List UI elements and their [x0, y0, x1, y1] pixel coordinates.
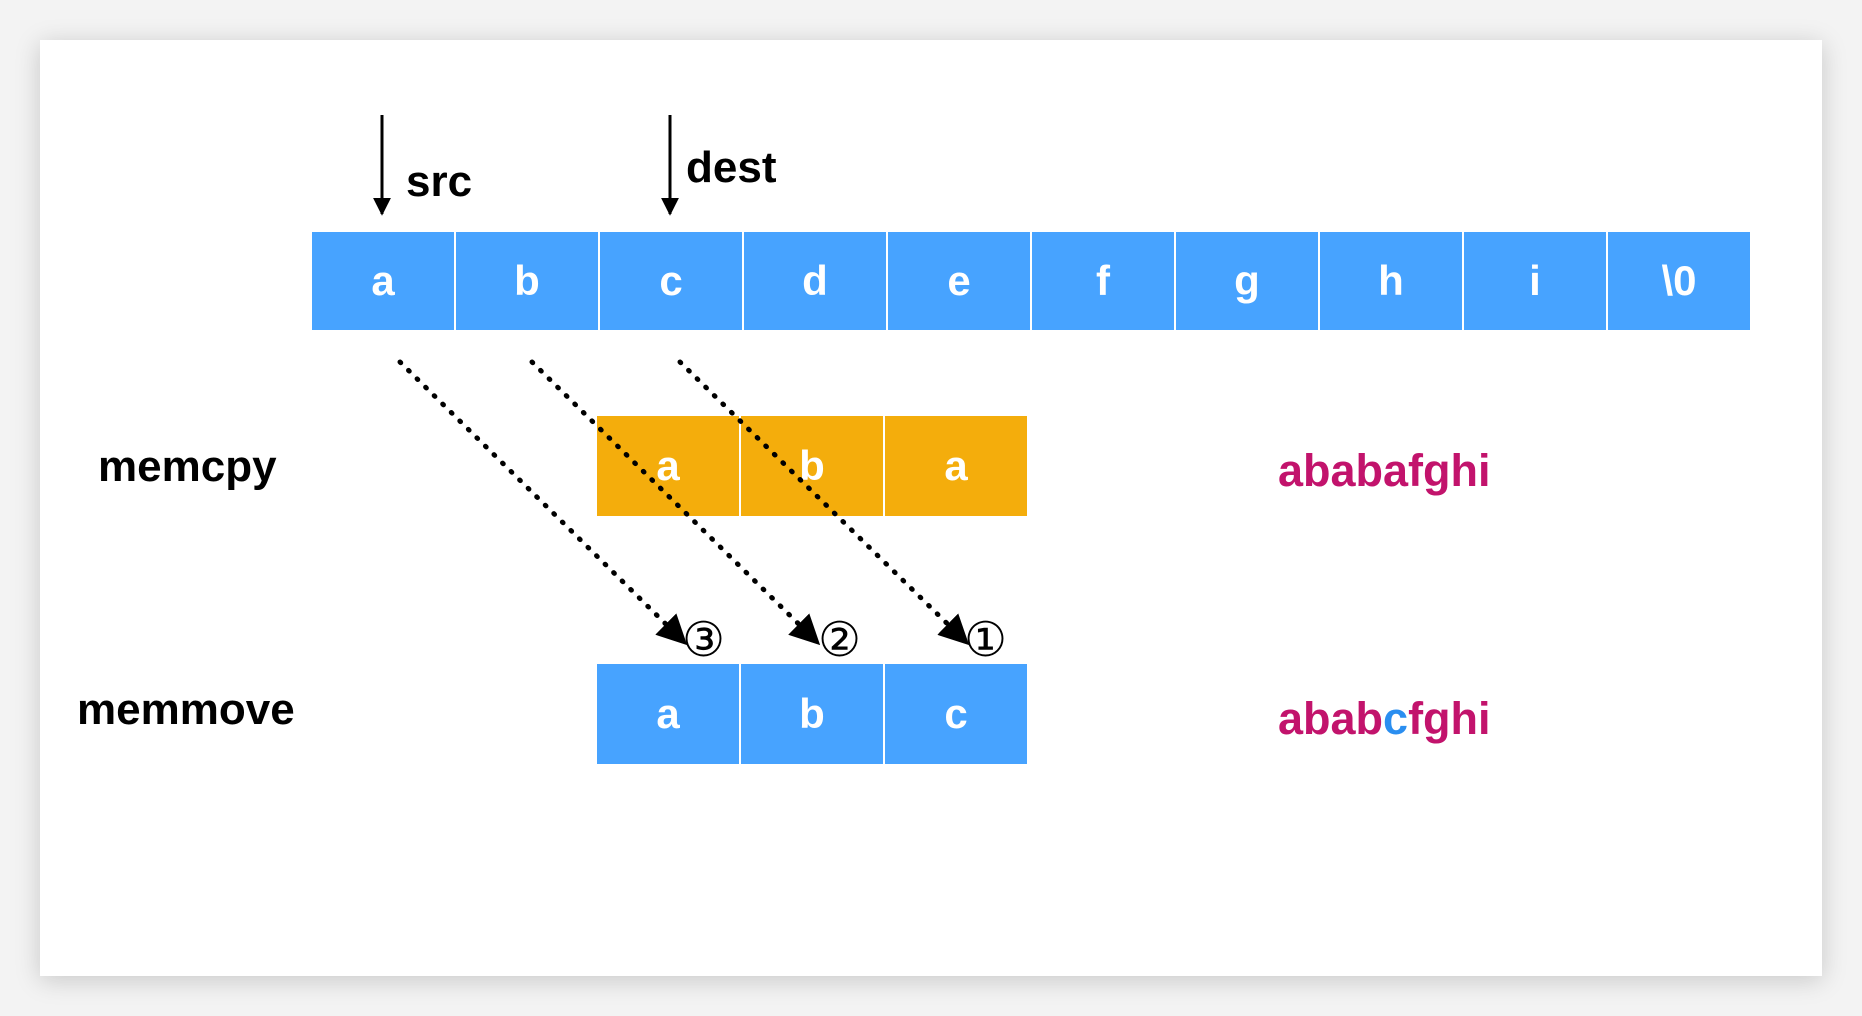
memmove-result-string: ababcfghi [1278, 696, 1491, 741]
array-cell: b [456, 232, 598, 330]
order-mark-1: ① [964, 612, 1008, 668]
memmove-cell: c [885, 664, 1027, 764]
array-cell: i [1464, 232, 1606, 330]
array-cell: \0 [1608, 232, 1750, 330]
array-cell: h [1320, 232, 1462, 330]
memmove-result-part1: abab [1278, 693, 1384, 744]
memcpy-cell: b [741, 416, 883, 516]
memcpy-cell: a [597, 416, 739, 516]
src-pointer-label: src [406, 157, 473, 206]
array-cell: a [312, 232, 454, 330]
memmove-cell: b [741, 664, 883, 764]
memcpy-cell: a [885, 416, 1027, 516]
memmove-label: memmove [77, 685, 295, 734]
array-cell: g [1176, 232, 1318, 330]
memmove-cell: a [597, 664, 739, 764]
dest-pointer-label: dest [686, 143, 777, 192]
array-cell: f [1032, 232, 1174, 330]
order-mark-2: ② [818, 612, 862, 668]
array-cell: d [744, 232, 886, 330]
memmove-result-part2: fghi [1408, 693, 1491, 744]
memcpy-result-string: ababafghi [1278, 445, 1491, 496]
memcpy-label: memcpy [98, 442, 277, 491]
order-mark-3: ③ [682, 612, 726, 668]
memmove-result-highlight: c [1383, 693, 1409, 744]
array-cell: c [600, 232, 742, 330]
array-cell: e [888, 232, 1030, 330]
